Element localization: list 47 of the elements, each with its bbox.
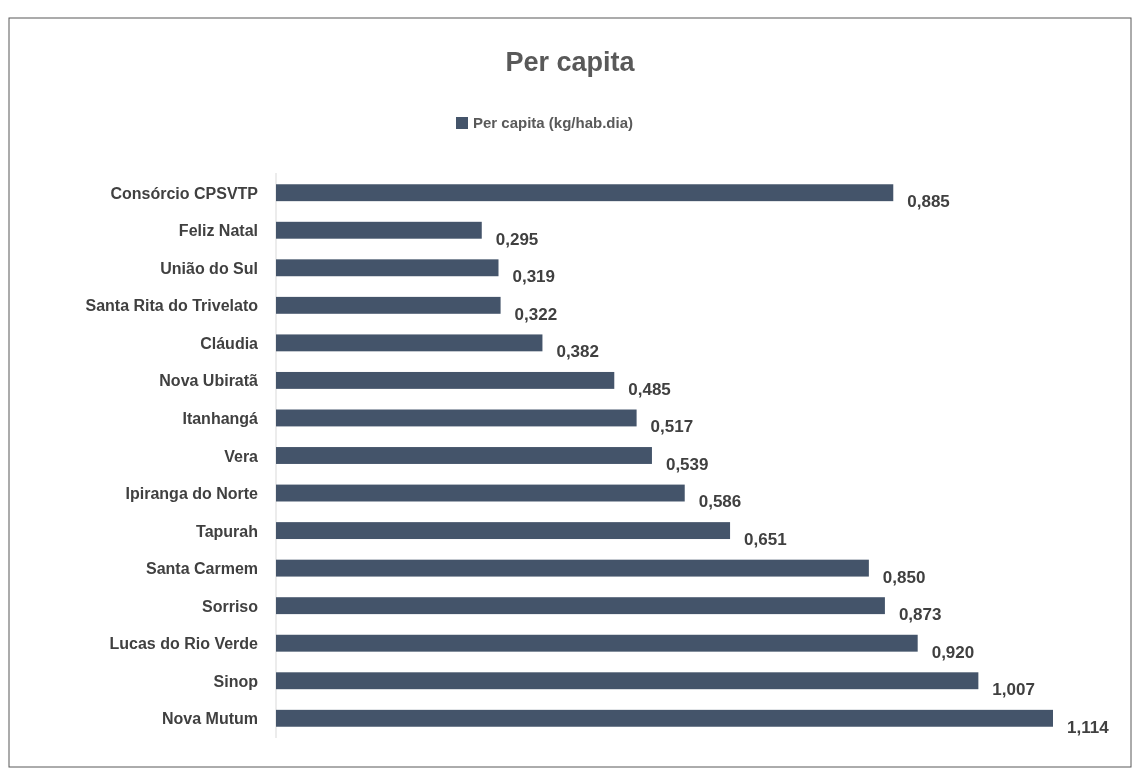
bar <box>276 296 501 314</box>
y-tick-label: Sorriso <box>201 597 259 615</box>
y-tick-label: Vera <box>224 447 259 465</box>
legend-label: Per capita (kg/hab.dia) <box>473 114 634 131</box>
y-tick-label: União do Sul <box>160 259 258 277</box>
y-tick-label: Nova Ubiratã <box>159 372 259 390</box>
bar <box>276 634 918 652</box>
y-tick-label: Santa Carmem <box>145 560 258 578</box>
data-label: 0,295 <box>495 229 539 249</box>
bar <box>276 672 979 690</box>
y-tick-label: Nova Mutum <box>162 710 258 728</box>
bar <box>276 334 543 352</box>
bar <box>276 484 685 502</box>
data-label: 0,873 <box>898 605 942 625</box>
data-label: 0,850 <box>882 567 926 587</box>
bar <box>276 559 869 577</box>
y-tick-label: Tapurah <box>196 522 258 540</box>
bar <box>276 409 637 427</box>
bar <box>276 522 731 540</box>
bar <box>276 221 482 239</box>
data-label: 0,885 <box>907 192 950 212</box>
data-label: 0,322 <box>514 304 558 324</box>
y-tick-label: Sinop <box>213 672 259 690</box>
data-label: 0,586 <box>698 492 742 512</box>
data-label: 1,007 <box>992 680 1035 700</box>
chart-title: Per capita <box>505 47 636 77</box>
y-tick-label: Santa Rita do Trivelato <box>85 297 259 315</box>
data-label: 0,539 <box>665 454 709 474</box>
data-label: 0,319 <box>512 267 556 287</box>
data-label: 0,920 <box>931 642 975 662</box>
y-tick-label: Cláudia <box>200 334 259 352</box>
bar <box>276 597 885 615</box>
bar <box>276 184 894 202</box>
y-tick-label: Lucas do Rio Verde <box>109 635 259 653</box>
bar <box>276 371 615 389</box>
bar <box>276 447 652 464</box>
bar <box>276 259 499 277</box>
data-label: 0,485 <box>628 379 671 399</box>
y-tick-label: Feliz Natal <box>178 222 258 240</box>
y-tick-label: Itanhangá <box>182 409 259 427</box>
data-label: 0,382 <box>556 342 599 362</box>
y-tick-label: Consórcio CPSVTP <box>110 184 259 202</box>
bar <box>276 709 1053 727</box>
data-label: 0,651 <box>744 530 787 550</box>
data-label: 0,517 <box>650 417 694 437</box>
data-label: 1,114 <box>1067 717 1110 737</box>
y-tick-label: Ipiranga do Norte <box>125 485 259 503</box>
